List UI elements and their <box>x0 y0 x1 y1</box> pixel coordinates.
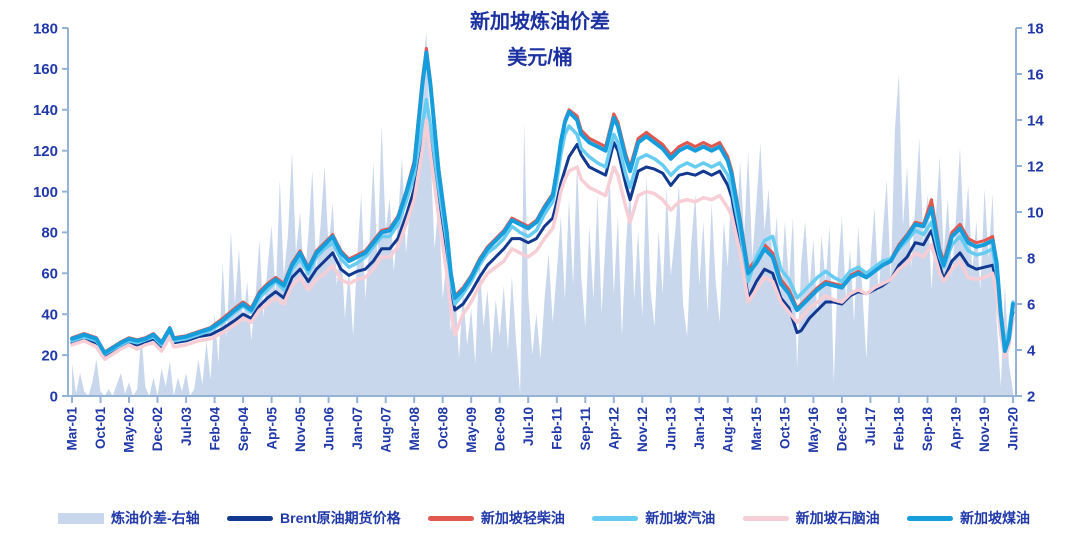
x-axis-tick-label: Dec-09 <box>492 407 507 451</box>
y-axis-left-tick-label: 80 <box>41 225 58 242</box>
x-axis-tick-label: Feb-18 <box>892 407 907 451</box>
series-line-4 <box>70 118 1015 361</box>
y-axis-right-tick-label: 4 <box>1027 342 1036 359</box>
legend-label: 新加坡轻柴油 <box>480 510 565 526</box>
x-axis-tick-label: May-02 <box>122 407 137 453</box>
x-axis-tick-label: Oct-15 <box>778 407 793 450</box>
x-axis-tick-label: Nov-12 <box>635 407 650 452</box>
x-axis-tick-label: Jun-13 <box>664 407 679 451</box>
x-axis-tick-label: Oct-01 <box>93 407 108 450</box>
legend-line-swatch-icon <box>906 515 953 521</box>
y-axis-left-tick-label: 40 <box>41 306 58 323</box>
series-line-3 <box>70 97 1015 356</box>
legend-label: Brent原油期货价格 <box>280 510 401 526</box>
series-line-5 <box>70 50 1015 356</box>
legend-line-swatch-icon <box>227 515 274 521</box>
y-axis-left-tick-label: 140 <box>33 102 58 119</box>
y-axis-left-tick-label: 20 <box>41 347 58 364</box>
x-axis-tick-label: Nov-19 <box>977 407 992 452</box>
x-axis-tick-label: Jul-03 <box>179 407 194 447</box>
x-axis-tick-label: Jul-10 <box>521 407 536 446</box>
y-axis-right-tick-label: 2 <box>1027 388 1035 405</box>
legend-label: 新加坡石脑油 <box>795 510 880 526</box>
chart-legend: 炼油价差-右轴 Brent原油期货价格 新加坡轻柴油 新加坡汽油 新加坡石脑油 新加坡煤油 <box>58 505 1030 531</box>
y-axis-right-tick-label: 8 <box>1027 250 1035 267</box>
y-axis-left-tick-label: 180 <box>33 20 58 37</box>
x-axis-tick-label: Dec-02 <box>150 407 165 451</box>
x-axis-tick-label: Jan-07 <box>350 407 365 450</box>
y-axis-right-tick-label: 16 <box>1027 66 1044 83</box>
x-axis-tick-label: Sep-18 <box>920 407 935 452</box>
x-axis-tick-label: Apr-12 <box>607 407 622 450</box>
x-axis-tick-label: Oct-08 <box>435 407 450 450</box>
y-axis-left-tick-label: 160 <box>33 61 58 78</box>
x-axis-tick-label: Dec-16 <box>835 407 850 452</box>
y-axis-right-tick-label: 12 <box>1027 158 1044 175</box>
x-axis-tick-label: Jul-17 <box>863 407 878 446</box>
legend-label: 炼油价差-右轴 <box>111 510 200 526</box>
legend-item-5: 新加坡煤油 <box>906 508 1030 528</box>
y-axis-left-tick-label: 100 <box>33 184 58 201</box>
legend-item-3: 新加坡汽油 <box>592 508 715 528</box>
x-axis-tick-label: Jun-20 <box>1006 407 1021 451</box>
y-axis-right-tick-label: 6 <box>1027 296 1035 313</box>
x-axis-tick-label: Apr-05 <box>264 407 279 450</box>
series-area-0 <box>72 32 1013 396</box>
legend-item-0: 炼油价差-右轴 <box>58 508 200 528</box>
x-axis-tick-label: Mar-08 <box>407 407 422 451</box>
x-axis-tick-label: Mar-15 <box>749 407 764 451</box>
y-axis-left-tick-label: 60 <box>41 266 58 283</box>
legend-line-swatch-icon <box>427 515 474 521</box>
legend-item-2: 新加坡轻柴油 <box>427 508 565 528</box>
x-axis-tick-label: Nov-05 <box>293 407 308 453</box>
x-axis-tick-label: Jun-06 <box>321 407 336 451</box>
x-axis-tick-label: Feb-04 <box>207 407 222 451</box>
legend-item-4: 新加坡石脑油 <box>742 508 880 528</box>
legend-label: 新加坡汽油 <box>645 510 716 526</box>
legend-item-1: Brent原油期货价格 <box>227 508 401 528</box>
legend-line-swatch-icon <box>592 515 639 521</box>
x-axis-tick-label: Aug-14 <box>721 407 736 453</box>
legend-line-swatch-icon <box>742 515 789 521</box>
legend-label: 新加坡煤油 <box>959 510 1030 526</box>
y-axis-right-tick-label: 10 <box>1027 204 1044 221</box>
x-axis-tick-label: Sep-11 <box>578 407 593 451</box>
y-axis-right-tick-label: 14 <box>1027 112 1044 129</box>
x-axis-tick-label: Jan-14 <box>692 407 707 450</box>
y-axis-right-tick-label: 18 <box>1027 20 1044 37</box>
y-axis-left-tick-label: 120 <box>33 143 58 160</box>
x-axis-tick-label: May-16 <box>806 407 821 453</box>
x-axis-tick-label: Feb-11 <box>550 407 565 450</box>
x-axis-tick-label: Apr-19 <box>949 407 964 450</box>
x-axis-tick-label: Mar-01 <box>65 407 80 451</box>
legend-area-swatch-icon <box>58 512 104 524</box>
y-axis-left-tick-label: 0 <box>50 388 58 405</box>
x-axis-tick-label: May-09 <box>464 407 479 453</box>
x-axis-tick-label: Aug-07 <box>378 407 393 453</box>
x-axis-tick-label: Sep-04 <box>236 407 251 452</box>
